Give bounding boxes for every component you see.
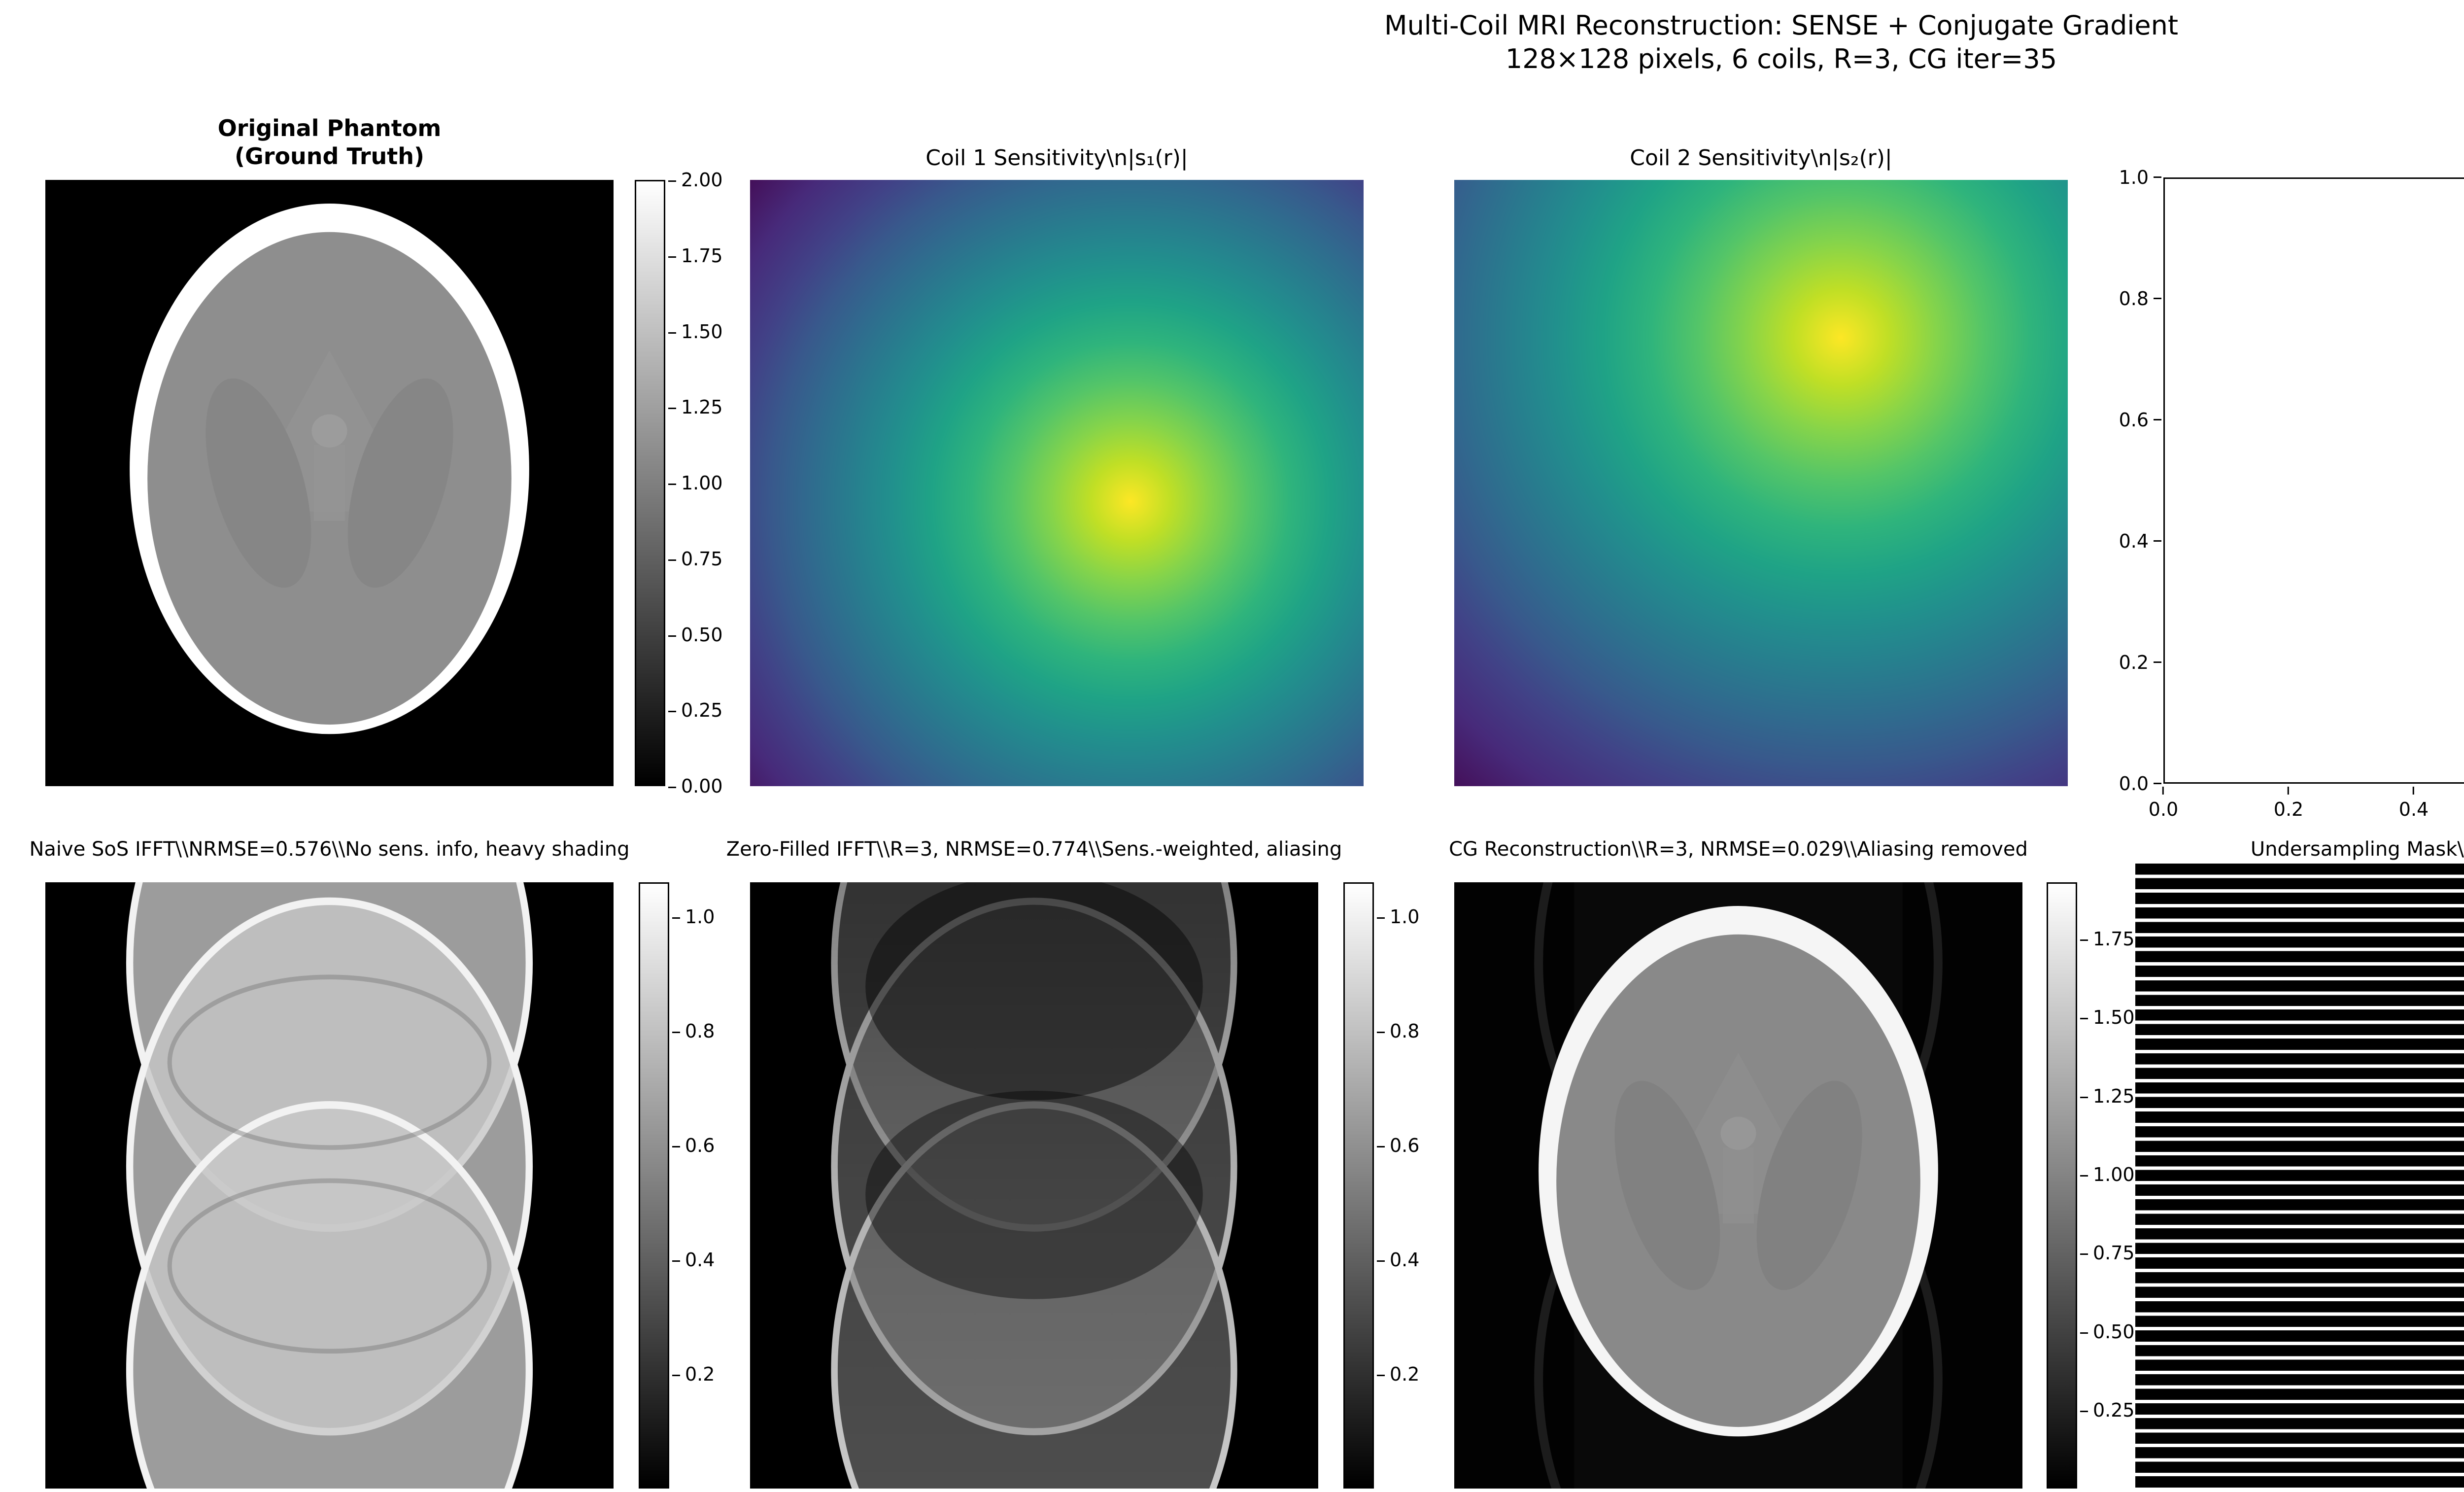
tick-label: 1.25 [2080,1085,2135,1107]
tick-label: 0.50 [2080,1321,2135,1343]
phantom-graphic [45,180,614,786]
tick-label: 0.8 [672,1020,715,1042]
figure-suptitle: Multi-Coil MRI Reconstruction: SENSE + C… [0,9,2464,76]
tick-label: 1.0 [1377,906,1419,928]
coil2-title: Coil 2 Sensitivity\n|s₂(r)| [1630,145,1892,171]
tick-label: 0.4 [1377,1249,1419,1271]
mask-title: Undersampling Mask\\R=3, 34% acquired [2250,838,2464,861]
tick-label: 1.75 [2080,928,2135,950]
tick-label: 0.2 [1377,1363,1419,1385]
tick-label: 0.75 [2080,1242,2135,1264]
cg-colorbar [2047,882,2077,1489]
tick-label: 1.75 [668,245,723,267]
phantom-image [45,180,614,786]
mask-image [2135,864,2464,1491]
tick-label: 0.8 [1377,1020,1419,1042]
tick-label: 1.25 [668,396,723,418]
tick-label: 0.00 [668,775,723,797]
coil1-sensitivity-image [750,180,1364,786]
tick-label: 1.0 [672,906,715,928]
tick-label: 1.0 [2060,167,2161,188]
phantom-colorbar [635,180,665,786]
figure-title: Multi-Coil MRI Reconstruction: SENSE + C… [1384,10,2178,41]
tick-label: 1.00 [668,472,723,494]
sos-title: Naive SoS IFFT\\NRMSE=0.576\\No sens. in… [29,838,630,861]
tick-label: 0.25 [668,699,723,721]
tick-label: 0.25 [2080,1399,2135,1421]
tick-label: 1.00 [2080,1164,2135,1185]
tick-label: 0.6 [672,1135,715,1156]
figure-subtitle: 128×128 pixels, 6 coils, R=3, CG iter=35 [1505,43,2057,74]
phantom-title-line2: (Ground Truth) [234,143,425,170]
zero-filled-colorbar [1343,882,1374,1489]
phantom-title: Original Phantom (Ground Truth) [45,114,614,171]
cg-title: CG Reconstruction\\R=3, NRMSE=0.029\\Ali… [1449,838,2028,861]
tick-label: 0.6 [1377,1135,1419,1156]
tick-label: 0.4 [2398,787,2429,820]
sos-graphic [45,882,614,1489]
tick-label: 0.2 [2060,652,2161,673]
coil2-sensitivity-image [1454,180,2068,786]
tick-label: 0.6 [2060,409,2161,431]
coil1-title: Coil 1 Sensitivity\n|s₁(r)| [925,145,1188,171]
tick-label: 0.2 [2273,787,2304,820]
empty-axes-1 [2163,177,2464,784]
phantom-title-line1: Original Phantom [217,115,442,141]
cg-image [1454,882,2022,1489]
tick-label: 0.4 [672,1249,715,1271]
sos-image [45,882,614,1489]
tick-label: 1.50 [668,321,723,343]
zero-filled-image [750,882,1318,1489]
tick-label: 0.0 [2148,787,2179,820]
tick-label: 2.00 [668,169,723,191]
cg-graphic [1454,882,2022,1489]
tick-label: 1.50 [2080,1006,2135,1028]
zero-filled-title: Zero-Filled IFFT\\R=3, NRMSE=0.774\\Sens… [726,838,1342,861]
tick-label: 0.2 [672,1363,715,1385]
tick-label: 0.4 [2060,530,2161,552]
tick-label: 0.8 [2060,288,2161,310]
tick-label: 0.50 [668,624,723,646]
zero-filled-graphic [750,882,1318,1489]
tick-label: 0.75 [668,548,723,570]
tick-label: 0.0 [2060,773,2161,795]
sos-colorbar [639,882,669,1489]
